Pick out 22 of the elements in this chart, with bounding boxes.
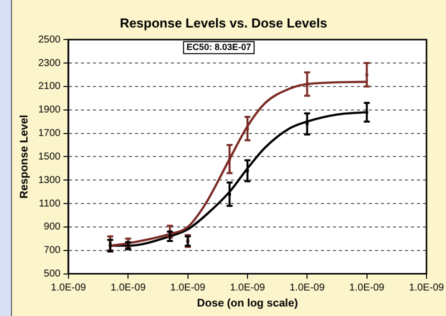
y-tick-label: 1700 [38, 128, 61, 140]
annotation: EC50: 8.03E-07 [186, 42, 252, 52]
y-tick-label: 1500 [38, 151, 61, 162]
y-tick-label: 1900 [38, 104, 61, 116]
y-tick-label: 1300 [38, 174, 61, 186]
x-tick-label: 1.0E-09 [290, 282, 326, 294]
y-tick-label: 900 [44, 222, 61, 233]
x-tick-label: 1.0E-09 [349, 282, 385, 294]
x-tick-label: 1.0E-09 [50, 282, 86, 294]
chart-title: Response Levels vs. Dose Levels [120, 15, 328, 30]
y-tick-label: 2500 [38, 34, 61, 46]
y-tick-label: 1100 [38, 198, 61, 210]
x-tick-label: 1.0E-09 [408, 282, 444, 294]
x-tick-label: 1.0E-09 [110, 282, 146, 294]
y-tick-label: 500 [44, 268, 61, 280]
x-tick-label: 1.0E-09 [170, 282, 206, 294]
y-axis-title: Response Level [18, 114, 31, 199]
y-tick-label: 2300 [38, 58, 61, 69]
x-tick-label: 1.0E-09 [230, 282, 266, 294]
y-tick-label: 700 [44, 245, 61, 256]
y-tick-label: 2100 [38, 81, 61, 92]
x-axis-title: Dose (on log scale) [197, 297, 298, 310]
